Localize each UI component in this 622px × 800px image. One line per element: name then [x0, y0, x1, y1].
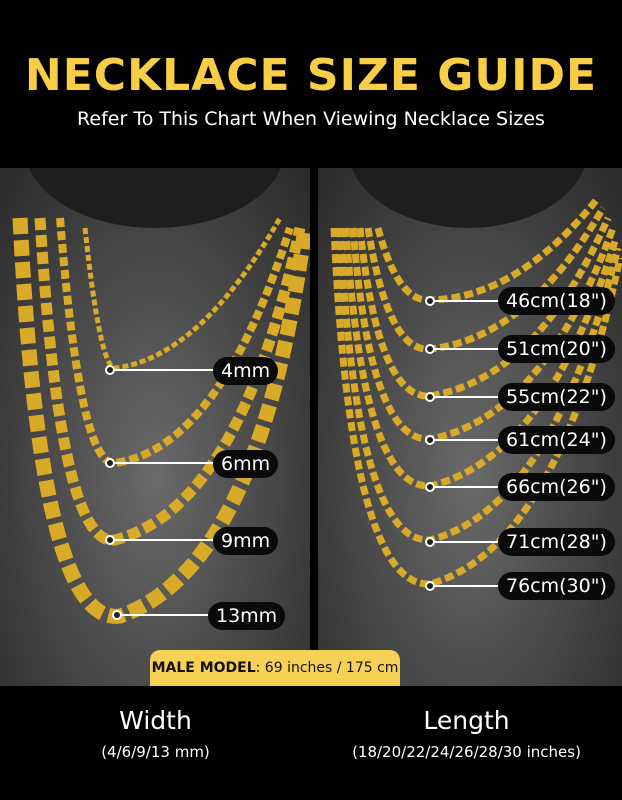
- length-label-30in: 76cm(30"): [498, 572, 615, 600]
- width-label-6mm: 6mm: [213, 450, 279, 478]
- width-leader-line: [115, 539, 215, 541]
- model-value: : 69 inches / 175 cm: [255, 660, 399, 676]
- width-leader-line: [115, 369, 215, 371]
- width-leader-line: [115, 462, 215, 464]
- page-subtitle: Refer To This Chart When Viewing Necklac…: [77, 108, 545, 130]
- page-title: NECKLACE SIZE GUIDE: [24, 50, 598, 101]
- width-marker-dot: [105, 458, 115, 468]
- length-leader-line: [435, 541, 500, 543]
- length-leader-line: [435, 486, 500, 488]
- length-leader-line: [435, 348, 500, 350]
- width-label-9mm: 9mm: [213, 527, 279, 555]
- width-marker-dot: [112, 610, 122, 620]
- length-caption: Length (18/20/22/24/26/28/30 inches): [311, 706, 622, 761]
- width-marker-dot: [105, 535, 115, 545]
- length-leader-line: [435, 439, 500, 441]
- width-subtitle: (4/6/9/13 mm): [101, 743, 210, 761]
- length-label-28in: 71cm(28"): [498, 528, 615, 556]
- model-height-badge: MALE MODEL: 69 inches / 175 cm: [150, 650, 400, 686]
- length-label-18in: 46cm(18"): [498, 287, 615, 315]
- length-marker-dot: [425, 392, 435, 402]
- length-leader-line: [435, 396, 500, 398]
- length-label-26in: 66cm(26"): [498, 473, 615, 501]
- width-label-4mm: 4mm: [213, 357, 279, 385]
- width-caption: Width (4/6/9/13 mm): [0, 706, 311, 761]
- width-marker-dot: [105, 365, 115, 375]
- length-marker-dot: [425, 296, 435, 306]
- length-marker-dot: [425, 435, 435, 445]
- length-label-20in: 51cm(20"): [498, 335, 615, 363]
- width-leader-line: [122, 614, 215, 616]
- width-label-13mm: 13mm: [208, 602, 286, 630]
- length-marker-dot: [425, 344, 435, 354]
- length-label-22in: 55cm(22"): [498, 383, 615, 411]
- length-marker-dot: [425, 482, 435, 492]
- length-leader-line: [435, 585, 500, 587]
- width-title: Width: [119, 706, 192, 735]
- model-label: MALE MODEL: [151, 660, 256, 676]
- length-subtitle: (18/20/22/24/26/28/30 inches): [352, 743, 581, 761]
- length-marker-dot: [425, 581, 435, 591]
- length-marker-dot: [425, 537, 435, 547]
- length-label-24in: 61cm(24"): [498, 426, 615, 454]
- length-leader-line: [435, 300, 500, 302]
- length-title: Length: [423, 706, 510, 735]
